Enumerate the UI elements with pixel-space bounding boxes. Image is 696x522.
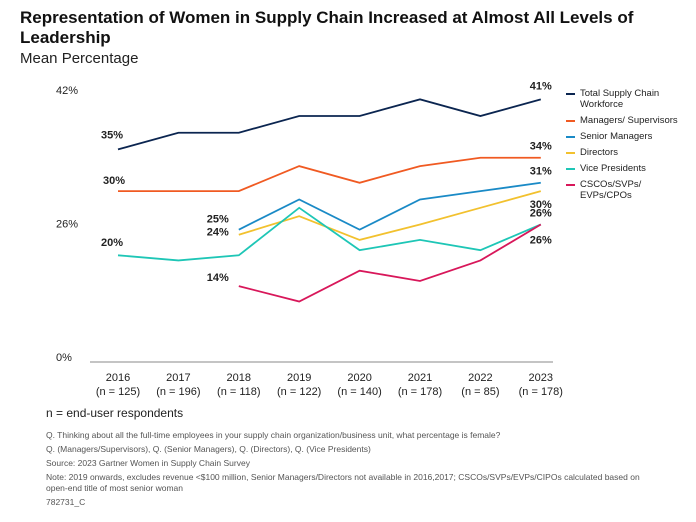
legend-swatch	[566, 184, 575, 186]
x-tick-sublabel: (n = 140)	[337, 386, 381, 398]
legend-label: Senior Managers	[580, 131, 653, 142]
data-label: 20%	[101, 237, 123, 249]
x-tick-sublabel: (n = 178)	[398, 386, 442, 398]
x-tick-label: 2021	[408, 372, 432, 384]
footnote: 782731_C	[46, 497, 86, 507]
data-label: 34%	[530, 141, 552, 153]
legend-label: Vice Presidents	[580, 163, 646, 174]
y-tick-label: 42%	[56, 85, 78, 97]
x-tick-label: 2019	[287, 372, 311, 384]
series-line	[118, 156, 541, 193]
chart-subtitle: Mean Percentage	[20, 50, 139, 67]
x-tick-sublabel: (n = 118)	[217, 386, 261, 398]
y-tick-label: 26%	[56, 218, 78, 230]
legend-swatch	[566, 120, 575, 122]
legend-swatch	[566, 168, 575, 170]
footnote: Q. (Managers/Supervisors), Q. (Senior Ma…	[46, 444, 371, 454]
x-tick-label: 2018	[227, 372, 251, 384]
x-tick-label: 2016	[106, 372, 130, 384]
series-line	[238, 223, 542, 303]
data-label: 26%	[530, 207, 552, 219]
legend-label: Directors	[580, 147, 619, 158]
footnote: Source: 2023 Gartner Women in Supply Cha…	[46, 458, 250, 468]
x-tick-label: 2023	[529, 372, 553, 384]
legend-item: Total Supply Chain Workforce	[566, 88, 691, 110]
data-label: 24%	[207, 227, 229, 239]
legend-item: Vice Presidents	[566, 163, 691, 174]
data-label: 25%	[207, 214, 229, 226]
data-label: 35%	[101, 129, 123, 141]
legend-item: Senior Managers	[566, 131, 691, 142]
x-tick-sublabel: (n = 125)	[96, 386, 140, 398]
note: n = end-user respondents	[46, 406, 184, 420]
legend-label: CSCOs/SVPs/ EVPs/CPOs	[580, 179, 642, 201]
x-tick-sublabel: (n = 196)	[156, 386, 200, 398]
series-line	[238, 190, 542, 241]
data-label: 14%	[207, 272, 229, 284]
legend-swatch	[566, 152, 575, 154]
series-line	[238, 181, 541, 231]
footnotes: Q. Thinking about all the full-time empl…	[46, 430, 646, 511]
legend-label: Total Supply Chain Workforce	[580, 88, 660, 110]
legend-item: Managers/ Supervisors	[566, 115, 691, 126]
x-tick-label: 2017	[166, 372, 190, 384]
y-tick-label: 0%	[56, 352, 72, 364]
x-tick-sublabel: (n = 85)	[461, 386, 499, 398]
x-tick-label: 2022	[468, 372, 492, 384]
data-label: 31%	[530, 166, 552, 178]
legend-swatch	[566, 93, 575, 95]
x-tick-sublabel: (n = 122)	[277, 386, 321, 398]
legend-swatch	[566, 136, 575, 138]
x-tick-sublabel: (n = 178)	[519, 386, 563, 398]
series-line	[117, 98, 542, 151]
footnote: Note: 2019 onwards, excludes revenue <$1…	[46, 472, 640, 493]
data-label: 30%	[103, 175, 125, 187]
legend-item: Directors	[566, 147, 691, 158]
legend-label: Managers/ Supervisors	[580, 115, 678, 126]
legend-item: CSCOs/SVPs/ EVPs/CPOs	[566, 179, 691, 201]
footnote: Q. Thinking about all the full-time empl…	[46, 430, 501, 440]
series-line	[117, 206, 542, 262]
data-label: 30%	[530, 199, 552, 211]
x-tick-label: 2020	[347, 372, 371, 384]
chart-title: Representation of Women in Supply Chain …	[20, 8, 634, 47]
data-label: 26%	[530, 234, 552, 246]
legend: Total Supply Chain Workforce Managers/ Su…	[566, 88, 691, 206]
data-label: 41%	[530, 80, 552, 92]
